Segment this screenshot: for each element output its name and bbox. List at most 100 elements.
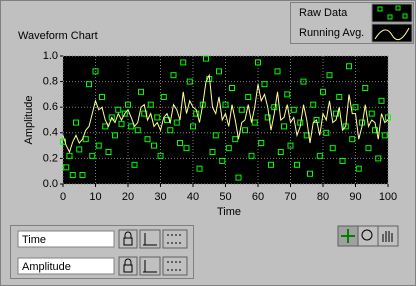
data-point bbox=[313, 117, 320, 123]
data-point bbox=[82, 136, 89, 143]
data-point bbox=[177, 140, 183, 147]
data-point bbox=[170, 72, 177, 79]
data-point bbox=[99, 93, 105, 100]
data-point bbox=[73, 119, 79, 126]
data-point bbox=[378, 97, 385, 104]
data-point bbox=[209, 149, 216, 155]
x-scale-name: Time bbox=[22, 234, 46, 246]
data-point bbox=[336, 93, 343, 100]
data-point bbox=[167, 127, 174, 134]
data-point bbox=[108, 114, 115, 121]
data-point bbox=[323, 129, 330, 136]
data-point bbox=[105, 149, 112, 155]
zoom-tool[interactable] bbox=[357, 225, 379, 247]
data-point bbox=[134, 127, 141, 134]
lock-icon bbox=[123, 258, 133, 273]
y-tick-label: 0.8 bbox=[43, 76, 58, 88]
x-tick-label: 60 bbox=[252, 191, 264, 203]
data-point bbox=[349, 136, 356, 143]
y-tick-label: 0.6 bbox=[43, 101, 58, 113]
format-icon bbox=[167, 261, 183, 271]
y-tick-label: 1.0 bbox=[43, 50, 58, 62]
lock-icon bbox=[123, 231, 133, 246]
data-point bbox=[138, 88, 144, 95]
x-tick-label: 20 bbox=[122, 191, 134, 203]
data-point bbox=[261, 81, 268, 88]
data-point bbox=[287, 142, 294, 149]
data-point bbox=[115, 106, 122, 113]
data-point bbox=[180, 59, 187, 66]
zoom-icon bbox=[361, 229, 373, 241]
data-point bbox=[131, 161, 138, 168]
data-point bbox=[125, 101, 131, 108]
data-point bbox=[339, 157, 346, 164]
data-point bbox=[92, 68, 99, 75]
data-point bbox=[112, 132, 118, 139]
data-point bbox=[355, 165, 362, 172]
data-point bbox=[307, 170, 313, 177]
series-line bbox=[62, 73, 389, 154]
autoscale-icon bbox=[143, 233, 157, 246]
y-scale-buttons bbox=[118, 256, 188, 276]
data-point bbox=[333, 110, 339, 117]
data-point bbox=[277, 149, 284, 155]
y-axis-label: Amplitude bbox=[23, 96, 35, 145]
data-point bbox=[190, 123, 196, 130]
data-point bbox=[274, 68, 281, 75]
format-y-button[interactable] bbox=[162, 256, 188, 276]
data-point bbox=[375, 155, 382, 162]
data-point bbox=[245, 93, 252, 100]
y-scale-name-field[interactable] bbox=[17, 257, 115, 275]
data-point bbox=[381, 132, 388, 139]
data-point bbox=[196, 165, 203, 172]
data-point bbox=[66, 152, 73, 159]
data-point bbox=[147, 101, 154, 108]
x-tick-label: 0 bbox=[60, 191, 66, 203]
data-point bbox=[232, 136, 239, 143]
data-point bbox=[160, 93, 167, 100]
data-point bbox=[251, 119, 258, 126]
format-icon bbox=[167, 234, 183, 244]
data-point bbox=[264, 114, 271, 121]
data-point bbox=[203, 55, 209, 62]
data-point bbox=[216, 68, 222, 75]
data-point bbox=[89, 152, 96, 159]
data-point bbox=[242, 127, 248, 134]
data-point bbox=[316, 152, 323, 159]
data-point bbox=[294, 161, 300, 168]
data-point bbox=[225, 145, 232, 152]
data-point bbox=[310, 101, 317, 108]
data-point bbox=[320, 88, 326, 95]
legend-label: Running Avg. bbox=[299, 27, 364, 39]
legend-marker bbox=[377, 6, 383, 12]
data-point bbox=[144, 136, 151, 143]
x-axis-label: Time bbox=[217, 206, 241, 218]
data-point bbox=[151, 142, 157, 149]
x-scale-name-field[interactable] bbox=[17, 230, 115, 248]
format-x-button[interactable] bbox=[162, 229, 188, 249]
data-point bbox=[63, 164, 70, 171]
y-tick-label: 0.4 bbox=[43, 127, 58, 139]
data-point bbox=[346, 63, 352, 70]
graph-palette bbox=[337, 225, 399, 247]
cursor-icon bbox=[341, 229, 355, 243]
data-point bbox=[326, 72, 333, 79]
data-point bbox=[79, 172, 86, 179]
legend-marker bbox=[387, 14, 393, 20]
data-point bbox=[365, 145, 372, 152]
x-tick-label: 40 bbox=[187, 191, 199, 203]
pan-tool[interactable] bbox=[377, 225, 399, 247]
data-point bbox=[157, 152, 164, 159]
autoscale-icon bbox=[143, 260, 157, 273]
data-point bbox=[219, 157, 226, 164]
data-point bbox=[248, 152, 255, 159]
data-point bbox=[290, 106, 297, 113]
data-point bbox=[300, 78, 307, 85]
y-scale-name: Amplitude bbox=[22, 261, 71, 273]
y-tick-label: 0.2 bbox=[43, 152, 58, 164]
legend-marker bbox=[402, 13, 408, 19]
data-point bbox=[235, 174, 242, 181]
data-point bbox=[86, 81, 92, 88]
data-point bbox=[258, 140, 265, 147]
